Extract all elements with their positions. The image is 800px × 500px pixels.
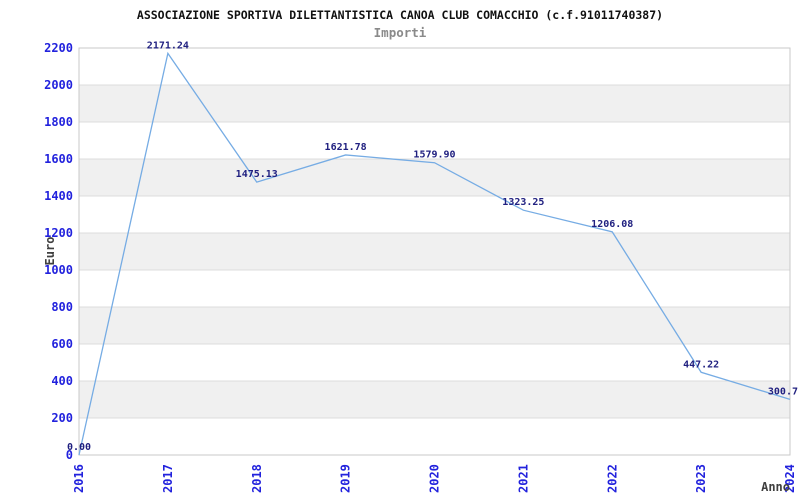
data-series [78,51,791,456]
data-point-label: 1323.25 [502,197,544,208]
band [79,381,790,418]
band [79,307,790,344]
data-point-label: 1475.13 [236,169,278,180]
y-tick-label: 200 [51,411,73,425]
x-tick-label: 2022 [605,464,619,493]
y-tick-label: 400 [51,374,73,388]
data-point-label: 0.00 [67,442,91,453]
y-tick-label: 1200 [44,226,73,240]
y-tick-label: 2200 [44,41,73,55]
x-tick-label: 2020 [428,464,442,493]
y-tick-label: 1400 [44,189,73,203]
y-axis-tick-labels: 0 200 400 600 800 1000 1200 1400 1600 1800 2000 220… [44,41,73,462]
y-tick-label: 2000 [44,78,73,92]
data-point-label: 447.22 [683,359,719,370]
plot-border [78,47,791,456]
band [79,159,790,196]
plot-bands [79,85,790,418]
x-tick-label: 2017 [161,464,175,493]
chart-title: ASSOCIAZIONE SPORTIVA DILETTANTISTICA CA… [136,8,664,22]
x-axis-label: Anno [761,480,790,494]
data-point-label: 2171.24 [147,40,189,51]
x-tick-label: 2018 [250,464,264,493]
x-tick-label: 2016 [72,464,86,493]
data-point-labels: 0.00 2171.24 1475.13 1621.78 1579.90 1323.25 1… [67,40,798,453]
data-point-label: 1579.90 [413,150,455,161]
y-tick-label: 600 [51,337,73,351]
y-tick-label: 0 [66,448,73,462]
x-tick-label: 2021 [516,464,530,493]
y-tick-label: 1000 [44,263,73,277]
x-tick-label: 2024 [783,464,797,493]
y-axis-label: Euro [43,237,57,266]
data-point-label: 1206.08 [591,219,633,230]
data-point-label: 1621.78 [325,142,367,153]
series-line [78,51,791,456]
chart-subtitle: Importi [373,25,427,40]
band [79,85,790,122]
x-tick-label: 2019 [339,464,353,493]
y-tick-label: 1800 [44,115,73,129]
data-point-label: 300.7 [768,386,798,397]
y-tick-label: 1600 [44,152,73,166]
x-axis-tick-labels: 2016 2017 2018 2019 2020 2021 2022 2023 2024 [72,464,797,493]
y-tick-label: 800 [51,300,73,314]
x-tick-label: 2023 [694,464,708,493]
band [79,233,790,270]
